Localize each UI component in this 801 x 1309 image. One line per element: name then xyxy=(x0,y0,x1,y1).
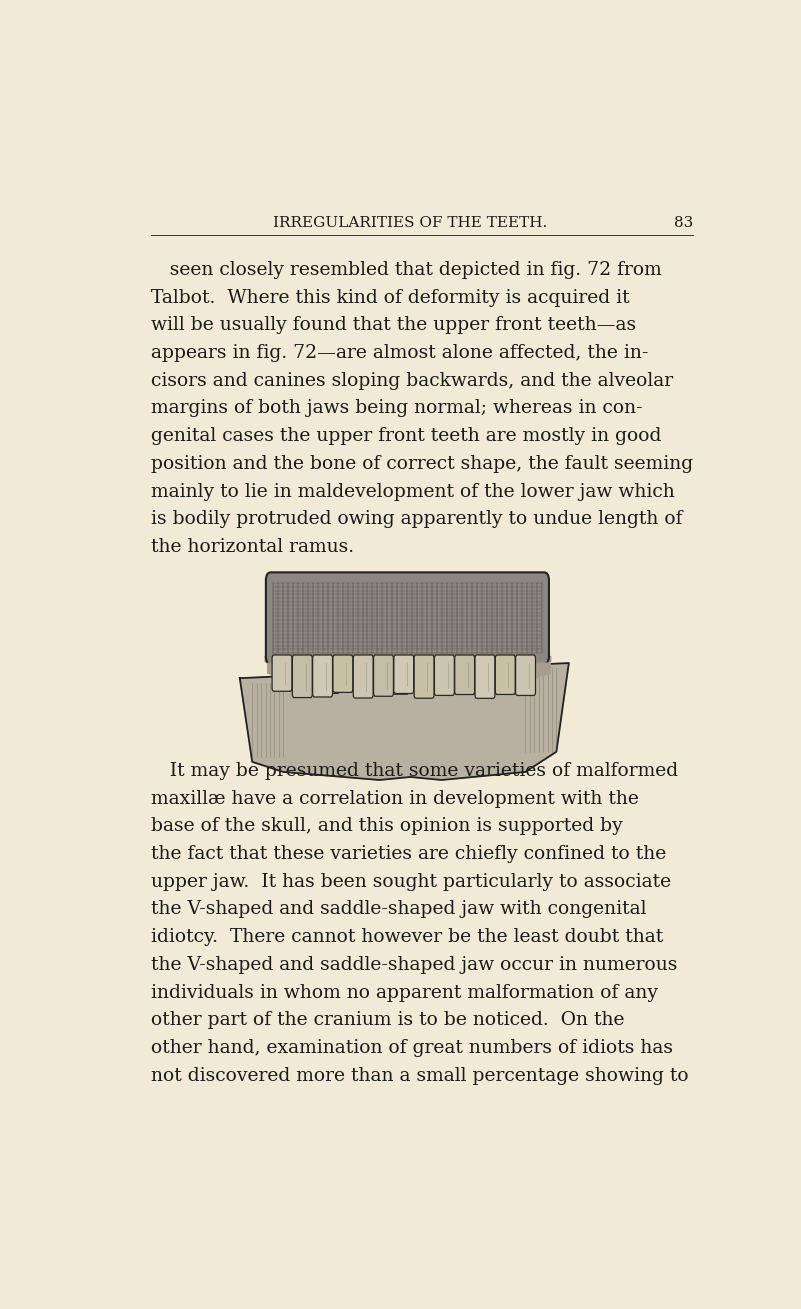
Text: Talbot.  Where this kind of deformity is acquired it: Talbot. Where this kind of deformity is … xyxy=(151,288,630,306)
FancyBboxPatch shape xyxy=(434,654,454,695)
Text: seen closely resembled that depicted in fig. 72 from: seen closely resembled that depicted in … xyxy=(151,260,662,279)
Text: margins of both jaws being normal; whereas in con-: margins of both jaws being normal; where… xyxy=(151,399,642,418)
FancyBboxPatch shape xyxy=(438,658,454,690)
Text: not discovered more than a small percentage showing to: not discovered more than a small percent… xyxy=(151,1067,689,1085)
Text: the horizontal ramus.: the horizontal ramus. xyxy=(151,538,354,556)
FancyBboxPatch shape xyxy=(507,658,524,689)
Polygon shape xyxy=(268,664,550,686)
Text: upper jaw.  It has been sought particularly to associate: upper jaw. It has been sought particular… xyxy=(151,873,671,890)
FancyBboxPatch shape xyxy=(368,658,385,692)
Text: appears in fig. 72—are almost alone affected, the in-: appears in fig. 72—are almost alone affe… xyxy=(151,344,648,363)
Text: IRREGULARITIES OF THE TEETH.: IRREGULARITIES OF THE TEETH. xyxy=(273,216,548,229)
FancyBboxPatch shape xyxy=(276,658,292,690)
FancyBboxPatch shape xyxy=(333,654,352,692)
Text: the fact that these varieties are chiefly confined to the: the fact that these varieties are chiefl… xyxy=(151,846,666,863)
Text: maxillæ have a correlation in development with the: maxillæ have a correlation in developmen… xyxy=(151,789,639,808)
Text: other hand, examination of great numbers of idiots has: other hand, examination of great numbers… xyxy=(151,1039,673,1058)
Text: will be usually found that the upper front teeth—as: will be usually found that the upper fro… xyxy=(151,317,636,334)
Text: cisors and canines sloping backwards, and the alveolar: cisors and canines sloping backwards, an… xyxy=(151,372,673,390)
Text: base of the skull, and this opinion is supported by: base of the skull, and this opinion is s… xyxy=(151,817,623,835)
FancyBboxPatch shape xyxy=(392,658,409,694)
Text: 83: 83 xyxy=(674,216,693,229)
Text: the V-shaped and saddle-shaped jaw occur in numerous: the V-shaped and saddle-shaped jaw occur… xyxy=(151,956,678,974)
Text: is bodily protruded owing apparently to undue length of: is bodily protruded owing apparently to … xyxy=(151,511,682,529)
Text: position and the bone of correct shape, the fault seeming: position and the bone of correct shape, … xyxy=(151,456,693,473)
FancyBboxPatch shape xyxy=(272,654,292,691)
Text: Fɪg. 72.: Fɪg. 72. xyxy=(378,602,443,619)
FancyBboxPatch shape xyxy=(292,654,312,698)
Polygon shape xyxy=(239,664,569,780)
FancyBboxPatch shape xyxy=(484,658,501,694)
FancyBboxPatch shape xyxy=(475,654,495,698)
Text: the V-shaped and saddle-shaped jaw with congenital: the V-shaped and saddle-shaped jaw with … xyxy=(151,901,646,919)
FancyBboxPatch shape xyxy=(461,658,477,694)
FancyBboxPatch shape xyxy=(322,658,339,694)
Text: idiotcy.  There cannot however be the least doubt that: idiotcy. There cannot however be the lea… xyxy=(151,928,663,946)
Text: individuals in whom no apparent malformation of any: individuals in whom no apparent malforma… xyxy=(151,983,658,1001)
FancyBboxPatch shape xyxy=(414,654,434,698)
Text: mainly to lie in maldevelopment of the lower jaw which: mainly to lie in maldevelopment of the l… xyxy=(151,483,674,500)
FancyBboxPatch shape xyxy=(312,654,332,696)
FancyBboxPatch shape xyxy=(373,654,393,696)
FancyBboxPatch shape xyxy=(455,654,475,695)
Text: genital cases the upper front teeth are mostly in good: genital cases the upper front teeth are … xyxy=(151,427,662,445)
FancyBboxPatch shape xyxy=(353,654,373,698)
FancyBboxPatch shape xyxy=(299,658,316,694)
Text: other part of the cranium is to be noticed.  On the: other part of the cranium is to be notic… xyxy=(151,1012,625,1029)
FancyBboxPatch shape xyxy=(345,658,362,689)
FancyBboxPatch shape xyxy=(495,654,515,695)
FancyBboxPatch shape xyxy=(415,658,432,691)
Text: It may be presumed that some varieties of malformed: It may be presumed that some varieties o… xyxy=(151,762,678,780)
FancyBboxPatch shape xyxy=(266,572,549,664)
FancyBboxPatch shape xyxy=(394,654,413,694)
FancyBboxPatch shape xyxy=(516,654,536,695)
